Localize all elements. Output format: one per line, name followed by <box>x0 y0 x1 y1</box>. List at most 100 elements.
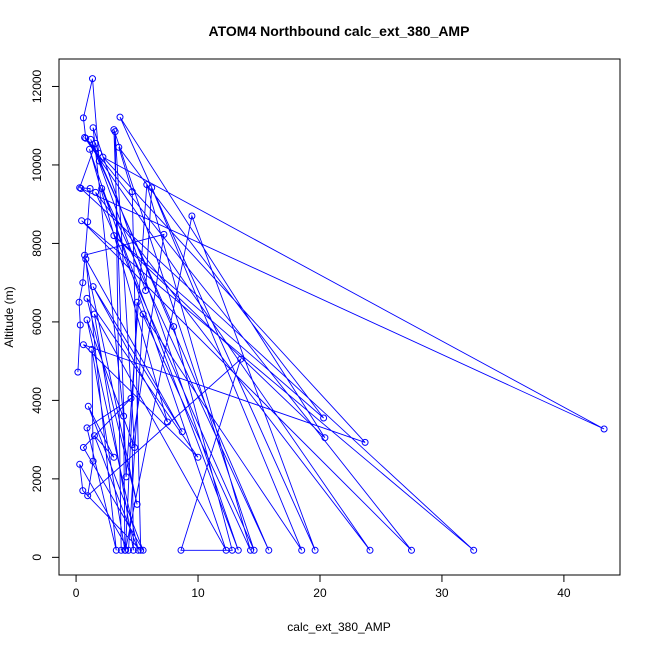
data-point <box>76 321 84 329</box>
data-point <box>79 114 87 122</box>
data-point <box>81 251 89 259</box>
data-point <box>194 453 202 461</box>
data-point <box>77 185 85 192</box>
data-point <box>139 310 147 318</box>
data-point <box>78 217 86 225</box>
data-point <box>89 283 97 291</box>
y-tick-label: 4000 <box>30 387 44 414</box>
data-point <box>234 546 242 554</box>
data-point <box>128 188 136 196</box>
data-point <box>75 298 83 306</box>
data-point <box>95 149 103 157</box>
data-point <box>76 184 84 192</box>
data-point <box>84 492 92 500</box>
data-point <box>79 444 87 451</box>
y-tick-label: 10000 <box>30 148 44 182</box>
y-tick-label: 6000 <box>30 308 44 335</box>
x-tick-label: 40 <box>557 586 571 600</box>
data-point <box>133 500 141 508</box>
data-point <box>95 157 103 165</box>
data-point <box>177 546 185 554</box>
x-axis-label: calc_ext_380_AMP <box>287 620 390 634</box>
data-point <box>115 143 123 151</box>
data-point <box>81 134 89 141</box>
data-point <box>86 145 93 153</box>
data-point <box>125 546 132 554</box>
data-point <box>131 444 139 451</box>
data-point <box>89 75 96 83</box>
data-point <box>122 473 130 481</box>
y-tick-label: 12000 <box>30 69 44 103</box>
data-point <box>134 546 142 554</box>
x-tick-label: 30 <box>435 586 449 600</box>
data-point <box>311 546 319 554</box>
data-point <box>89 124 97 132</box>
data-point <box>129 546 137 554</box>
data-point <box>79 341 87 349</box>
y-axis-label: Altitude (m) <box>2 286 16 347</box>
data-point <box>110 232 118 240</box>
x-tick-label: 0 <box>73 586 80 600</box>
data-point <box>139 546 147 554</box>
data-point <box>188 212 196 220</box>
data-point <box>82 255 90 263</box>
data-point <box>83 316 91 324</box>
data-point <box>82 134 90 142</box>
data-point <box>90 432 98 440</box>
data-point <box>361 438 369 446</box>
data-point <box>84 402 92 410</box>
data-point <box>120 412 128 420</box>
data-point <box>366 546 374 554</box>
data-point <box>99 153 107 161</box>
x-tick-label: 10 <box>191 586 205 600</box>
data-point <box>237 355 245 363</box>
data-point <box>600 425 608 433</box>
data-point <box>76 460 84 468</box>
data-point <box>83 294 91 302</box>
data-point <box>74 368 82 376</box>
data-point <box>122 546 129 554</box>
data-point <box>127 394 135 402</box>
data-point <box>110 453 118 461</box>
data-point <box>298 546 306 554</box>
data-point <box>164 418 171 426</box>
y-tick-label: 2000 <box>30 465 44 492</box>
data-point <box>79 487 87 495</box>
data-point <box>178 428 186 436</box>
series-line <box>77 78 605 552</box>
x-tick-label: 20 <box>313 586 327 600</box>
data-point <box>222 546 230 554</box>
data-point <box>87 135 95 143</box>
data-point <box>116 113 124 121</box>
data-point <box>90 310 98 318</box>
y-tick-label: 0 <box>30 554 44 561</box>
y-axis: 0 2000 4000 6000 8000 10000 12000 <box>30 69 60 561</box>
data-point <box>117 546 125 554</box>
data-point <box>98 185 106 192</box>
data-point <box>247 546 254 554</box>
data-point <box>320 414 328 422</box>
data-point <box>89 457 97 465</box>
data-point <box>86 185 94 192</box>
data-point <box>92 139 100 147</box>
data-point <box>143 181 151 189</box>
x-axis: 0 10 20 30 40 <box>73 574 571 600</box>
data-point <box>170 323 178 331</box>
data-point <box>88 345 96 353</box>
data-point <box>321 434 329 442</box>
data-point <box>133 298 141 306</box>
data-point <box>111 128 119 136</box>
data-point <box>408 546 415 554</box>
data-point <box>148 184 156 192</box>
data-point <box>112 546 120 554</box>
data-point <box>83 424 91 432</box>
data-point <box>137 546 145 554</box>
series-layer <box>74 75 608 554</box>
data-point <box>142 287 150 294</box>
data-point <box>92 188 100 196</box>
chart-title: ATOM4 Northbound calc_ext_380_AMP <box>209 23 470 39</box>
y-tick-label: 8000 <box>30 230 44 257</box>
data-point <box>160 230 168 238</box>
data-point <box>79 279 87 287</box>
